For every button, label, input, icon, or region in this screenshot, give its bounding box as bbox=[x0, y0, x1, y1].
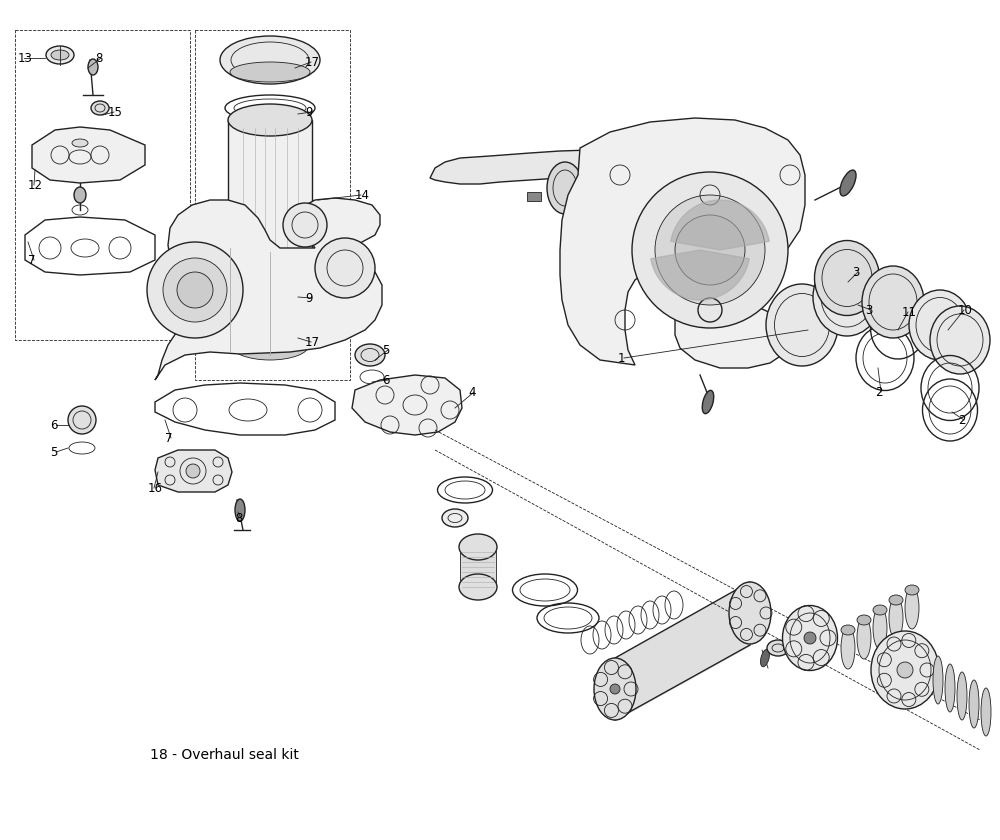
Bar bbox=[195, 30, 350, 380]
Ellipse shape bbox=[957, 672, 967, 720]
Ellipse shape bbox=[969, 680, 979, 728]
Text: 8: 8 bbox=[235, 512, 242, 524]
Ellipse shape bbox=[228, 104, 312, 136]
Ellipse shape bbox=[909, 290, 971, 360]
Text: 4: 4 bbox=[468, 386, 476, 398]
Circle shape bbox=[177, 272, 213, 308]
Text: 17: 17 bbox=[305, 55, 320, 69]
Text: 6: 6 bbox=[382, 374, 390, 386]
Ellipse shape bbox=[857, 617, 871, 659]
Ellipse shape bbox=[459, 574, 497, 600]
Ellipse shape bbox=[766, 284, 838, 366]
Ellipse shape bbox=[905, 585, 919, 595]
Ellipse shape bbox=[702, 391, 714, 413]
Ellipse shape bbox=[813, 258, 881, 336]
Ellipse shape bbox=[68, 406, 96, 434]
Text: 3: 3 bbox=[865, 303, 872, 317]
Text: 2: 2 bbox=[958, 413, 966, 427]
Text: 14: 14 bbox=[355, 188, 370, 202]
Ellipse shape bbox=[840, 170, 856, 196]
Wedge shape bbox=[651, 250, 749, 300]
Circle shape bbox=[163, 258, 227, 322]
Text: 10: 10 bbox=[958, 303, 973, 317]
Bar bbox=[228, 120, 312, 270]
Ellipse shape bbox=[74, 187, 86, 203]
Bar bbox=[527, 192, 541, 201]
Ellipse shape bbox=[981, 688, 991, 736]
Ellipse shape bbox=[871, 631, 939, 709]
Text: 17: 17 bbox=[305, 335, 320, 349]
Text: 1: 1 bbox=[618, 351, 626, 365]
Ellipse shape bbox=[72, 139, 88, 147]
Circle shape bbox=[147, 242, 243, 338]
Circle shape bbox=[632, 172, 788, 328]
Ellipse shape bbox=[862, 266, 924, 338]
Ellipse shape bbox=[442, 509, 468, 527]
Ellipse shape bbox=[547, 162, 583, 214]
Text: 8: 8 bbox=[95, 51, 102, 65]
Circle shape bbox=[315, 238, 375, 298]
Ellipse shape bbox=[760, 649, 770, 667]
Ellipse shape bbox=[729, 582, 771, 644]
Circle shape bbox=[655, 195, 765, 305]
Text: 18 - Overhaul seal kit: 18 - Overhaul seal kit bbox=[150, 748, 299, 762]
Text: 13: 13 bbox=[18, 51, 33, 65]
Polygon shape bbox=[155, 198, 382, 380]
Ellipse shape bbox=[814, 240, 880, 316]
Circle shape bbox=[897, 662, 913, 678]
Text: 16: 16 bbox=[148, 481, 163, 495]
Ellipse shape bbox=[220, 36, 320, 84]
Text: 6: 6 bbox=[50, 418, 58, 432]
Polygon shape bbox=[32, 127, 145, 183]
Ellipse shape bbox=[782, 606, 838, 670]
Text: 15: 15 bbox=[108, 106, 123, 118]
Circle shape bbox=[610, 684, 620, 694]
Ellipse shape bbox=[220, 306, 320, 354]
Text: 5: 5 bbox=[382, 344, 389, 356]
Text: 9: 9 bbox=[305, 291, 313, 305]
Bar bbox=[460, 547, 496, 587]
Polygon shape bbox=[430, 150, 638, 184]
Ellipse shape bbox=[933, 656, 943, 704]
Ellipse shape bbox=[235, 499, 245, 521]
Polygon shape bbox=[155, 450, 232, 492]
Polygon shape bbox=[352, 375, 462, 435]
Circle shape bbox=[283, 203, 327, 247]
Text: 3: 3 bbox=[852, 265, 859, 279]
Text: 5: 5 bbox=[50, 445, 57, 459]
Text: 2: 2 bbox=[875, 386, 883, 398]
Ellipse shape bbox=[91, 101, 109, 115]
Ellipse shape bbox=[46, 46, 74, 64]
Ellipse shape bbox=[841, 625, 855, 635]
Ellipse shape bbox=[905, 587, 919, 629]
Ellipse shape bbox=[930, 306, 990, 374]
Text: 11: 11 bbox=[902, 306, 917, 318]
Circle shape bbox=[675, 215, 745, 285]
Ellipse shape bbox=[889, 595, 903, 605]
Ellipse shape bbox=[889, 597, 903, 639]
Ellipse shape bbox=[355, 344, 385, 366]
Ellipse shape bbox=[767, 640, 789, 656]
Polygon shape bbox=[560, 118, 805, 368]
Bar bbox=[15, 30, 190, 340]
Ellipse shape bbox=[51, 50, 69, 60]
Circle shape bbox=[804, 632, 816, 644]
Text: 7: 7 bbox=[165, 432, 173, 444]
Ellipse shape bbox=[231, 330, 309, 360]
Circle shape bbox=[186, 464, 200, 478]
Ellipse shape bbox=[88, 59, 98, 75]
Ellipse shape bbox=[873, 605, 887, 615]
Ellipse shape bbox=[945, 664, 955, 712]
Text: 9: 9 bbox=[305, 106, 313, 118]
Ellipse shape bbox=[594, 658, 636, 720]
Ellipse shape bbox=[841, 627, 855, 669]
Text: 7: 7 bbox=[28, 254, 36, 266]
Ellipse shape bbox=[230, 62, 310, 82]
Text: 12: 12 bbox=[28, 179, 43, 192]
Wedge shape bbox=[671, 200, 769, 250]
Ellipse shape bbox=[459, 534, 497, 560]
Ellipse shape bbox=[873, 607, 887, 649]
Ellipse shape bbox=[228, 254, 312, 286]
Ellipse shape bbox=[857, 615, 871, 625]
